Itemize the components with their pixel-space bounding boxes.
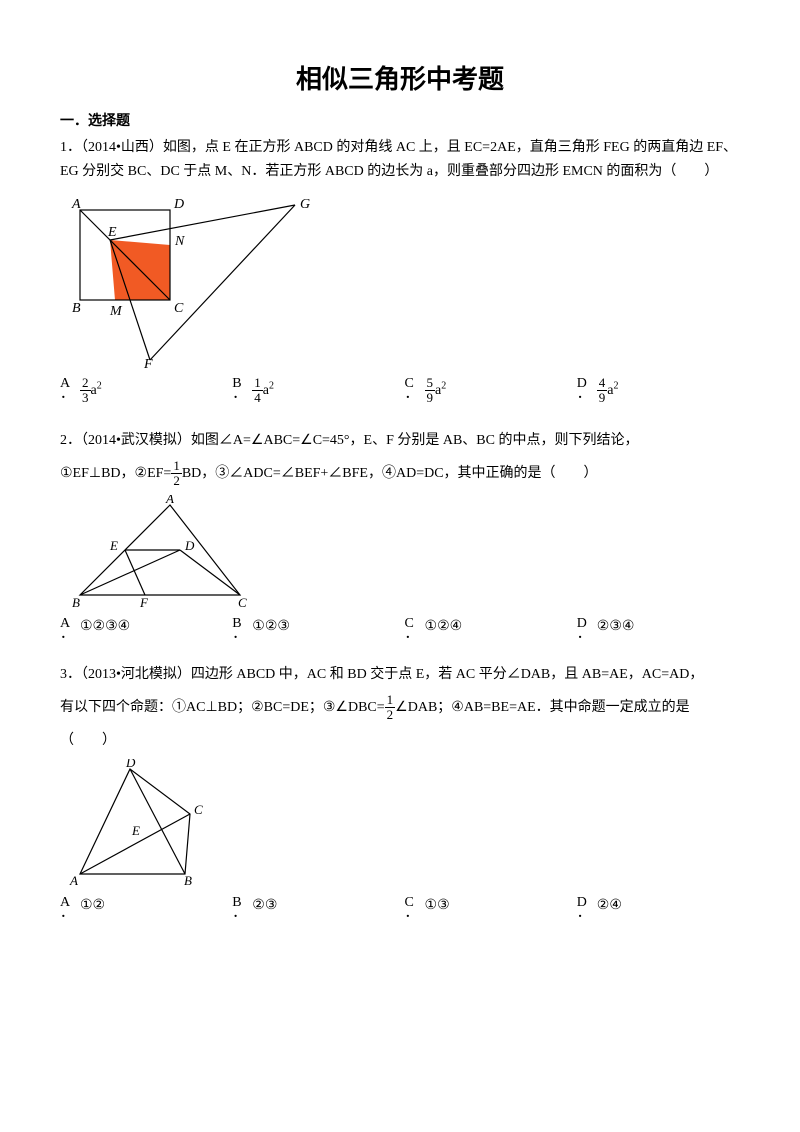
option-text: ①③	[425, 895, 450, 916]
problem-3: 3．（2013•河北模拟）四边形 ABCD 中，AC 和 BD 交于点 E，若 …	[60, 663, 740, 918]
option-dot: ．	[577, 910, 591, 918]
option-dot: ．	[60, 631, 74, 639]
problem-2-options: A． ①②③④ B． ①②③ C． ①②④ D． ②③④	[60, 616, 740, 640]
page-title: 相似三角形中考题	[60, 60, 740, 99]
svg-text:C: C	[194, 802, 203, 817]
svg-text:D: D	[125, 759, 136, 770]
svg-text:A: A	[165, 495, 174, 506]
problem-2-text-2: ①EF⊥BD，②EF=12BD，③∠ADC=∠BEF+∠BFE，④AD=DC，其…	[60, 459, 740, 489]
svg-text:M: M	[109, 304, 123, 319]
frac-den: 2	[171, 474, 182, 488]
svg-text:C: C	[174, 301, 184, 316]
option-2d: D． ②③④	[577, 616, 740, 640]
option-dot: ．	[405, 910, 419, 918]
problem-1: 1．（2014•山西）如图，点 E 在正方形 ABCD 的对角线 AC 上，且 …	[60, 136, 740, 405]
opt-power: 2	[269, 380, 274, 391]
frac-num: 5	[425, 376, 436, 391]
frac-den: 2	[385, 708, 396, 722]
option-text: ①②③④	[80, 616, 130, 637]
problem-1-figure: A D B C E N M G F	[60, 190, 740, 370]
svg-text:D: D	[184, 538, 195, 553]
svg-text:D: D	[173, 197, 184, 212]
option-text: ②③④	[597, 616, 635, 637]
svg-text:B: B	[72, 301, 81, 316]
frac-den: 4	[252, 391, 263, 405]
svg-text:B: B	[72, 595, 80, 610]
option-2a: A． ①②③④	[60, 616, 223, 640]
problem-2-figure: A B C F E D	[60, 495, 740, 610]
svg-text:N: N	[174, 234, 185, 249]
text-post: BD，③∠ADC=∠BEF+∠BFE，④AD=DC，其中正确的是（ ）	[182, 466, 598, 481]
svg-text:C: C	[238, 595, 247, 610]
problem-3-options: A． ①② B． ②③ C． ①③ D． ②④	[60, 895, 740, 919]
frac-num: 2	[80, 376, 91, 391]
frac-den: 3	[80, 391, 91, 405]
option-dot: ．	[232, 631, 246, 639]
option-1c: C． 59a2	[405, 376, 568, 406]
svg-text:B: B	[184, 873, 192, 888]
opt-power: 2	[441, 380, 446, 391]
option-1b: B． 14a2	[232, 376, 395, 406]
svg-text:A: A	[71, 197, 81, 212]
option-1d: D． 49a2	[577, 376, 740, 406]
problem-1-text: 1．（2014•山西）如图，点 E 在正方形 ABCD 的对角线 AC 上，且 …	[60, 136, 740, 184]
option-3b: B． ②③	[232, 895, 395, 919]
svg-text:F: F	[143, 357, 153, 370]
svg-text:E: E	[131, 823, 140, 838]
opt-power: 2	[614, 380, 619, 391]
problem-3-text-3: （ ）	[60, 729, 740, 753]
problem-3-text-2: 有以下四个命题：①AC⊥BD；②BC=DE；③∠DBC=12∠DAB；④AB=B…	[60, 693, 740, 723]
svg-text:F: F	[139, 595, 149, 610]
option-dot: ．	[577, 631, 591, 639]
frac-num: 1	[171, 459, 182, 474]
option-dot: ．	[60, 391, 74, 399]
option-3c: C． ①③	[405, 895, 568, 919]
option-dot: ．	[405, 631, 419, 639]
problem-3-figure: D A B C E	[60, 759, 740, 889]
option-dot: ．	[232, 391, 246, 399]
problem-3-text-1: 3．（2013•河北模拟）四边形 ABCD 中，AC 和 BD 交于点 E，若 …	[60, 663, 740, 687]
svg-text:E: E	[107, 225, 117, 240]
frac-num: 1	[385, 693, 396, 708]
svg-text:A: A	[69, 873, 78, 888]
frac-den: 9	[597, 391, 608, 405]
option-dot: ．	[60, 910, 74, 918]
problem-2-text-1: 2．（2014•武汉模拟）如图∠A=∠ABC=∠C=45°，E、F 分别是 AB…	[60, 429, 740, 453]
problem-2: 2．（2014•武汉模拟）如图∠A=∠ABC=∠C=45°，E、F 分别是 AB…	[60, 429, 740, 639]
text-pre: 有以下四个命题：①AC⊥BD；②BC=DE；③∠DBC=	[60, 700, 385, 715]
option-1a: A． 23a2	[60, 376, 223, 406]
opt-power: 2	[97, 380, 102, 391]
option-text: ①②④	[425, 616, 463, 637]
option-3a: A． ①②	[60, 895, 223, 919]
option-text: ①②③	[252, 616, 290, 637]
text-post: ∠DAB；④AB=BE=AE．其中命题一定成立的是	[395, 700, 689, 715]
frac-num: 4	[597, 376, 608, 391]
svg-text:E: E	[109, 538, 118, 553]
problem-1-options: A． 23a2 B． 14a2 C． 59a2 D． 49a2	[60, 376, 740, 406]
text-pre: ①EF⊥BD，②EF=	[60, 466, 171, 481]
option-text: ①②	[80, 895, 105, 916]
section-heading: 一．选择题	[60, 111, 740, 132]
option-text: ②④	[597, 895, 622, 916]
option-text: ②③	[252, 895, 277, 916]
option-dot: ．	[405, 391, 419, 399]
option-2b: B． ①②③	[232, 616, 395, 640]
option-3d: D． ②④	[577, 895, 740, 919]
frac-den: 9	[425, 391, 436, 405]
option-2c: C． ①②④	[405, 616, 568, 640]
option-dot: ．	[232, 910, 246, 918]
frac-num: 1	[252, 376, 263, 391]
option-dot: ．	[577, 391, 591, 399]
svg-text:G: G	[300, 197, 310, 212]
